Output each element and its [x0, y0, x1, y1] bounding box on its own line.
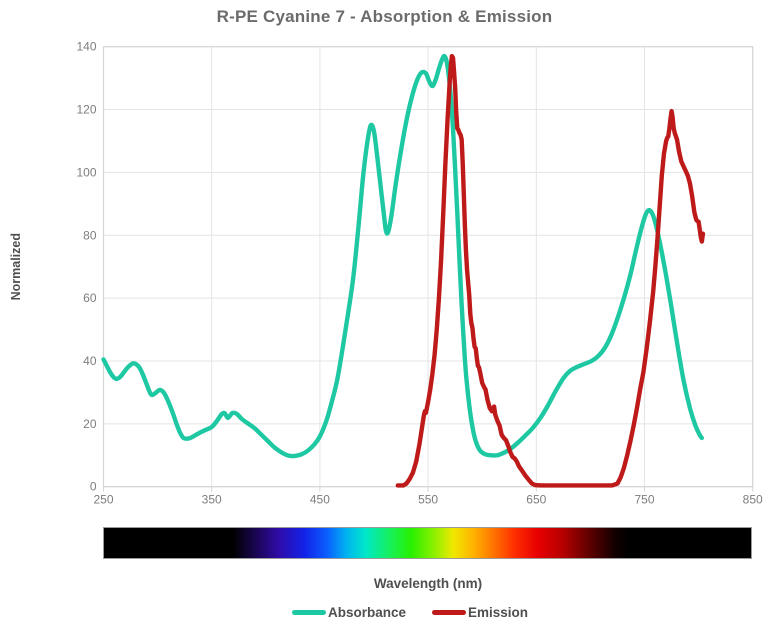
emission-swatch-icon	[432, 610, 466, 615]
y-tick-label: 40	[83, 354, 97, 368]
x-tick-label: 750	[634, 493, 654, 507]
curve-absorbance	[101, 53, 705, 459]
y-tick-label: 60	[83, 291, 97, 305]
legend-label-absorbance: Absorbance	[327, 605, 406, 620]
y-tick-label: 100	[76, 165, 96, 179]
y-tick-label: 140	[76, 40, 96, 54]
x-tick-label: 250	[93, 493, 113, 507]
legend-label-emission: Emission	[468, 605, 529, 620]
x-tick-label: 850	[743, 493, 763, 507]
y-tick-label: 0	[90, 480, 97, 494]
x-axis-title: Wavelength (nm)	[373, 576, 483, 591]
legend-item-absorbance[interactable]: Absorbance	[291, 605, 406, 620]
x-tick-label: 550	[418, 493, 438, 507]
y-tick-label: 80	[83, 228, 97, 242]
chart-title: R-PE Cyanine 7 - Absorption & Emission	[216, 7, 553, 26]
y-tick-label: 20	[83, 417, 97, 431]
y-tick-label: 120	[76, 103, 96, 117]
x-tick-label: 450	[310, 493, 330, 507]
legend: Absorbance Emission	[60, 605, 760, 620]
y-axis-title: Normalized	[9, 233, 23, 300]
x-tick-label: 650	[526, 493, 546, 507]
curve-emission	[395, 53, 706, 488]
plot-svg: 250 350 450 550 650 750 850 0 20 40 60 80 100 120 140 N…	[9, 40, 763, 507]
x-tick-label: 350	[202, 493, 222, 507]
absorbance-swatch-icon	[291, 610, 326, 615]
visible-spectrum-bar	[103, 527, 752, 559]
legend-item-emission[interactable]: Emission	[432, 605, 528, 620]
